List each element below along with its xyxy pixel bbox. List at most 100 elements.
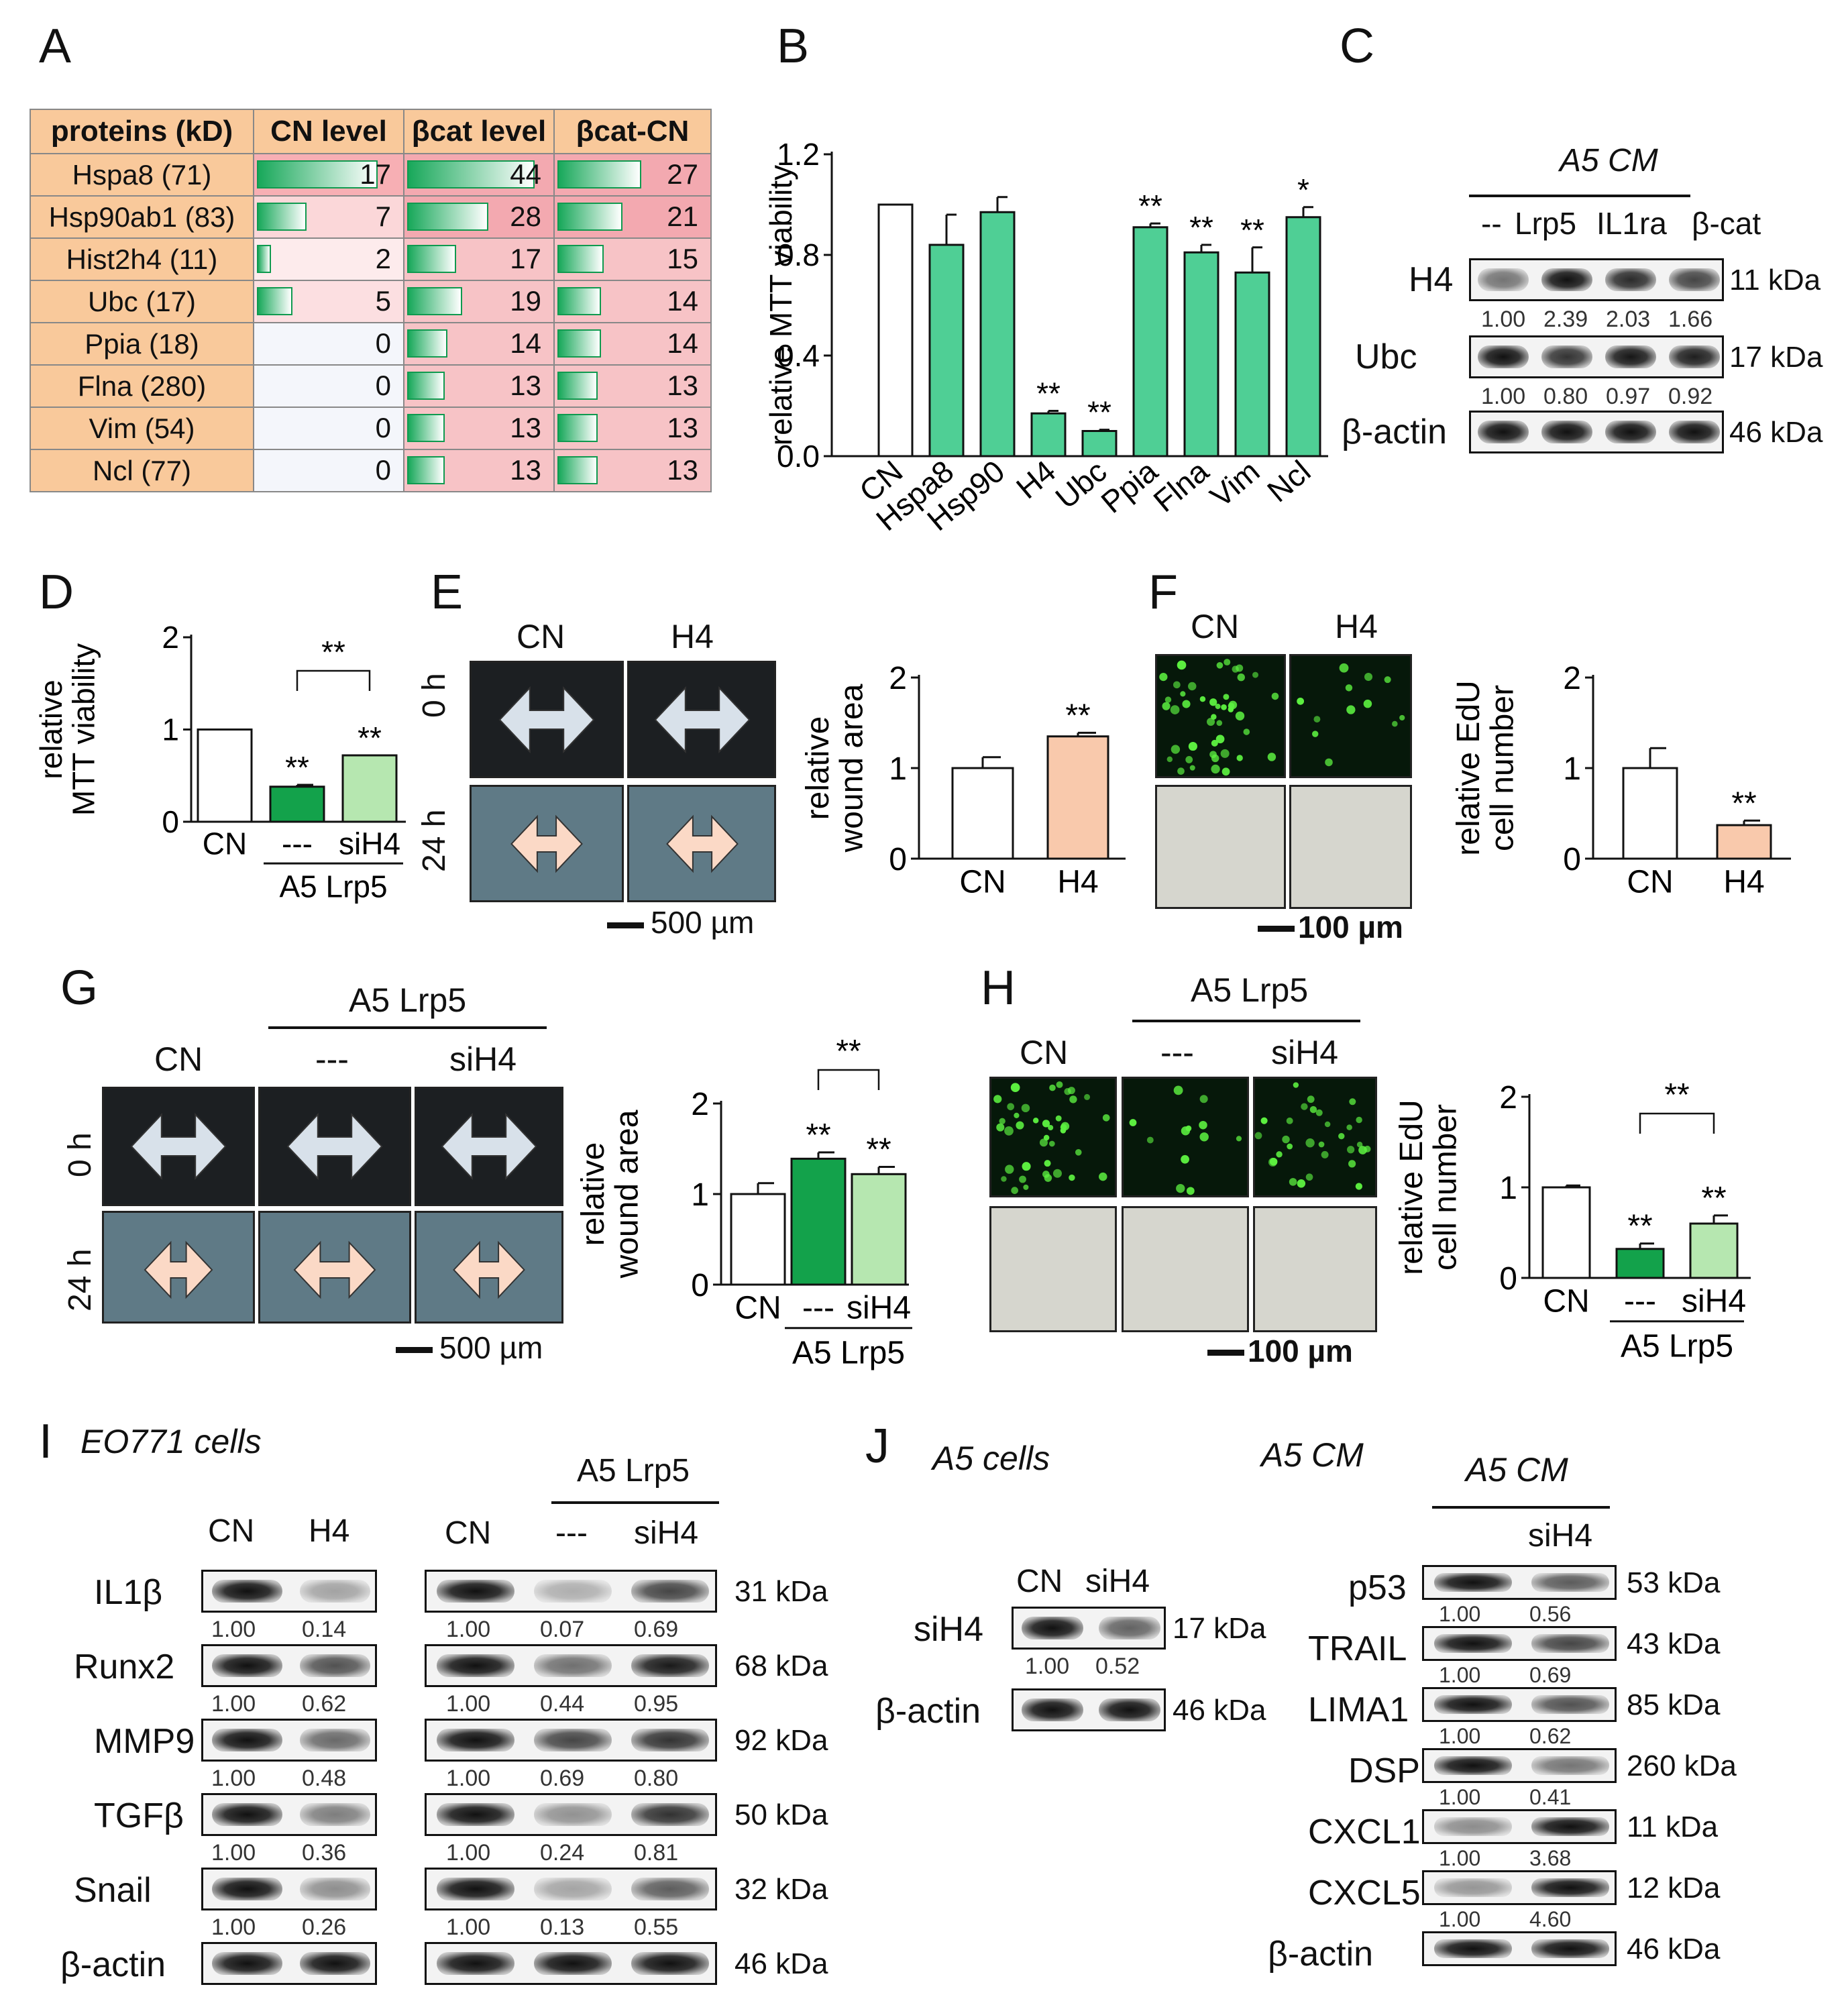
quant-value: 2.03 (1606, 307, 1651, 332)
table-cell: 13 (553, 449, 712, 492)
cell-dot (1321, 1150, 1329, 1158)
kda-label: 17 kDa (1729, 341, 1823, 374)
x-tick-label: siH4 (847, 1290, 911, 1326)
cell-dot (1282, 1135, 1290, 1144)
row-label: 0 h (62, 1132, 98, 1177)
significance-mark: ** (1036, 376, 1061, 411)
blot-band (436, 1579, 514, 1603)
blot-band (1433, 1817, 1512, 1836)
y-tick-label: 1 (1563, 751, 1581, 787)
group-label: A5 Lrp5 (792, 1336, 905, 1371)
blot-row-label: β-actin (1268, 1935, 1374, 1974)
significance-mark: ** (1138, 188, 1162, 223)
edu-dots (993, 1081, 1371, 1195)
quant-value: 0.07 (540, 1617, 585, 1642)
cell-dot (1224, 659, 1231, 666)
cell-dot (1301, 1103, 1308, 1110)
kda-label: 46 kDa (1627, 1933, 1721, 1965)
blot-row-label: CXCL1 (1308, 1813, 1421, 1851)
edu-image (1122, 1077, 1249, 1197)
group-label: A5 Lrp5 (577, 1453, 690, 1489)
kda-label: 46 kDa (1729, 416, 1823, 449)
table-header: βcat level (403, 109, 555, 154)
blot-band (1541, 420, 1592, 444)
blot-strip (1422, 1626, 1617, 1661)
blot-row-label: LIMA1 (1308, 1690, 1409, 1729)
x-tick-label: CN (959, 864, 1005, 900)
table-cell: 13 (403, 407, 555, 450)
data-bar (257, 160, 378, 188)
cell-dot (1221, 704, 1227, 710)
protein-name: Ubc (17) (30, 280, 254, 323)
bar (1081, 430, 1118, 457)
blot-band (533, 1579, 612, 1603)
blot-band (1531, 1756, 1609, 1775)
blot-title: A5 CM (1261, 1436, 1364, 1474)
row-label: 24 h (62, 1248, 98, 1311)
panel-label-h: H (981, 961, 1016, 1015)
cell-dot (1356, 1116, 1362, 1124)
panel-label-b: B (777, 19, 810, 73)
blot-band (1433, 1573, 1512, 1592)
cell-dot (1048, 1124, 1054, 1131)
significance-mark: ** (866, 1132, 891, 1168)
quant-value: 1.00 (446, 1617, 491, 1642)
quant-value: 0.62 (302, 1691, 347, 1717)
cell-dot (1199, 1132, 1209, 1142)
cell-value: 0 (375, 454, 391, 486)
data-bar (557, 287, 601, 315)
table-cell: 13 (553, 364, 712, 408)
blot-strip (1422, 1870, 1617, 1905)
cell-value: 19 (510, 285, 541, 317)
blot-title: A5 cells (932, 1440, 1050, 1477)
blot-band (212, 1951, 282, 1976)
blot-band (1531, 1695, 1609, 1714)
wound-arrows (498, 686, 751, 873)
y-tick-label: 2 (691, 1087, 709, 1122)
blot-row-label: TRAIL (1308, 1629, 1407, 1668)
quant-value: 0.56 (1529, 1602, 1572, 1626)
cell-dot (1199, 1095, 1208, 1103)
y-tick-label: 0 (691, 1268, 709, 1303)
cell-dot (1199, 696, 1206, 702)
x-tick-label: CN (1543, 1283, 1589, 1319)
significance-mark: ** (1240, 213, 1264, 248)
blot-strip (1012, 1688, 1166, 1731)
axis-label: relative (800, 716, 836, 820)
cell-dot (1235, 711, 1245, 721)
table-row: Hist2h4 (11) 2 17 15 (30, 237, 712, 281)
quant-value: 1.00 (1439, 1663, 1481, 1687)
lane-label: CN (445, 1515, 492, 1551)
y-tick-label: 1 (1499, 1171, 1517, 1206)
scale-label: 500 µm (651, 905, 755, 940)
panel-label-e: E (431, 565, 464, 619)
column-label: H4 (1335, 608, 1378, 645)
blot-band (300, 1802, 370, 1827)
table-cell: 13 (553, 407, 712, 450)
quant-value: 0.44 (540, 1691, 585, 1717)
axis-label: relative EdU (1451, 680, 1486, 855)
table-cell: 44 (403, 153, 555, 197)
blot-band (1021, 1698, 1083, 1722)
blot-band (436, 1654, 514, 1678)
kda-label: 85 kDa (1627, 1688, 1721, 1721)
edu-image (1253, 1077, 1377, 1197)
quant-value: 1.00 (1439, 1602, 1481, 1626)
cell-dot (1173, 1085, 1183, 1095)
blot-strip (201, 1942, 377, 1985)
significance-mark: ** (806, 1118, 830, 1153)
cell-dot (1209, 698, 1217, 706)
divider (268, 1026, 547, 1029)
y-tick-label: 2 (1499, 1080, 1517, 1116)
cell-dot (1012, 1083, 1018, 1089)
cell-dot (1339, 663, 1349, 673)
quant-value: 0.41 (1529, 1785, 1572, 1809)
significance-bracket (296, 669, 371, 691)
cell-dot (1267, 753, 1276, 761)
cell-dot (1021, 1103, 1030, 1113)
lane-label: IL1ra (1596, 206, 1667, 241)
divider (1432, 1506, 1610, 1509)
quant-value: 0.48 (302, 1766, 347, 1791)
cell-dot (1338, 1133, 1345, 1140)
cell-dot (1348, 1160, 1356, 1168)
